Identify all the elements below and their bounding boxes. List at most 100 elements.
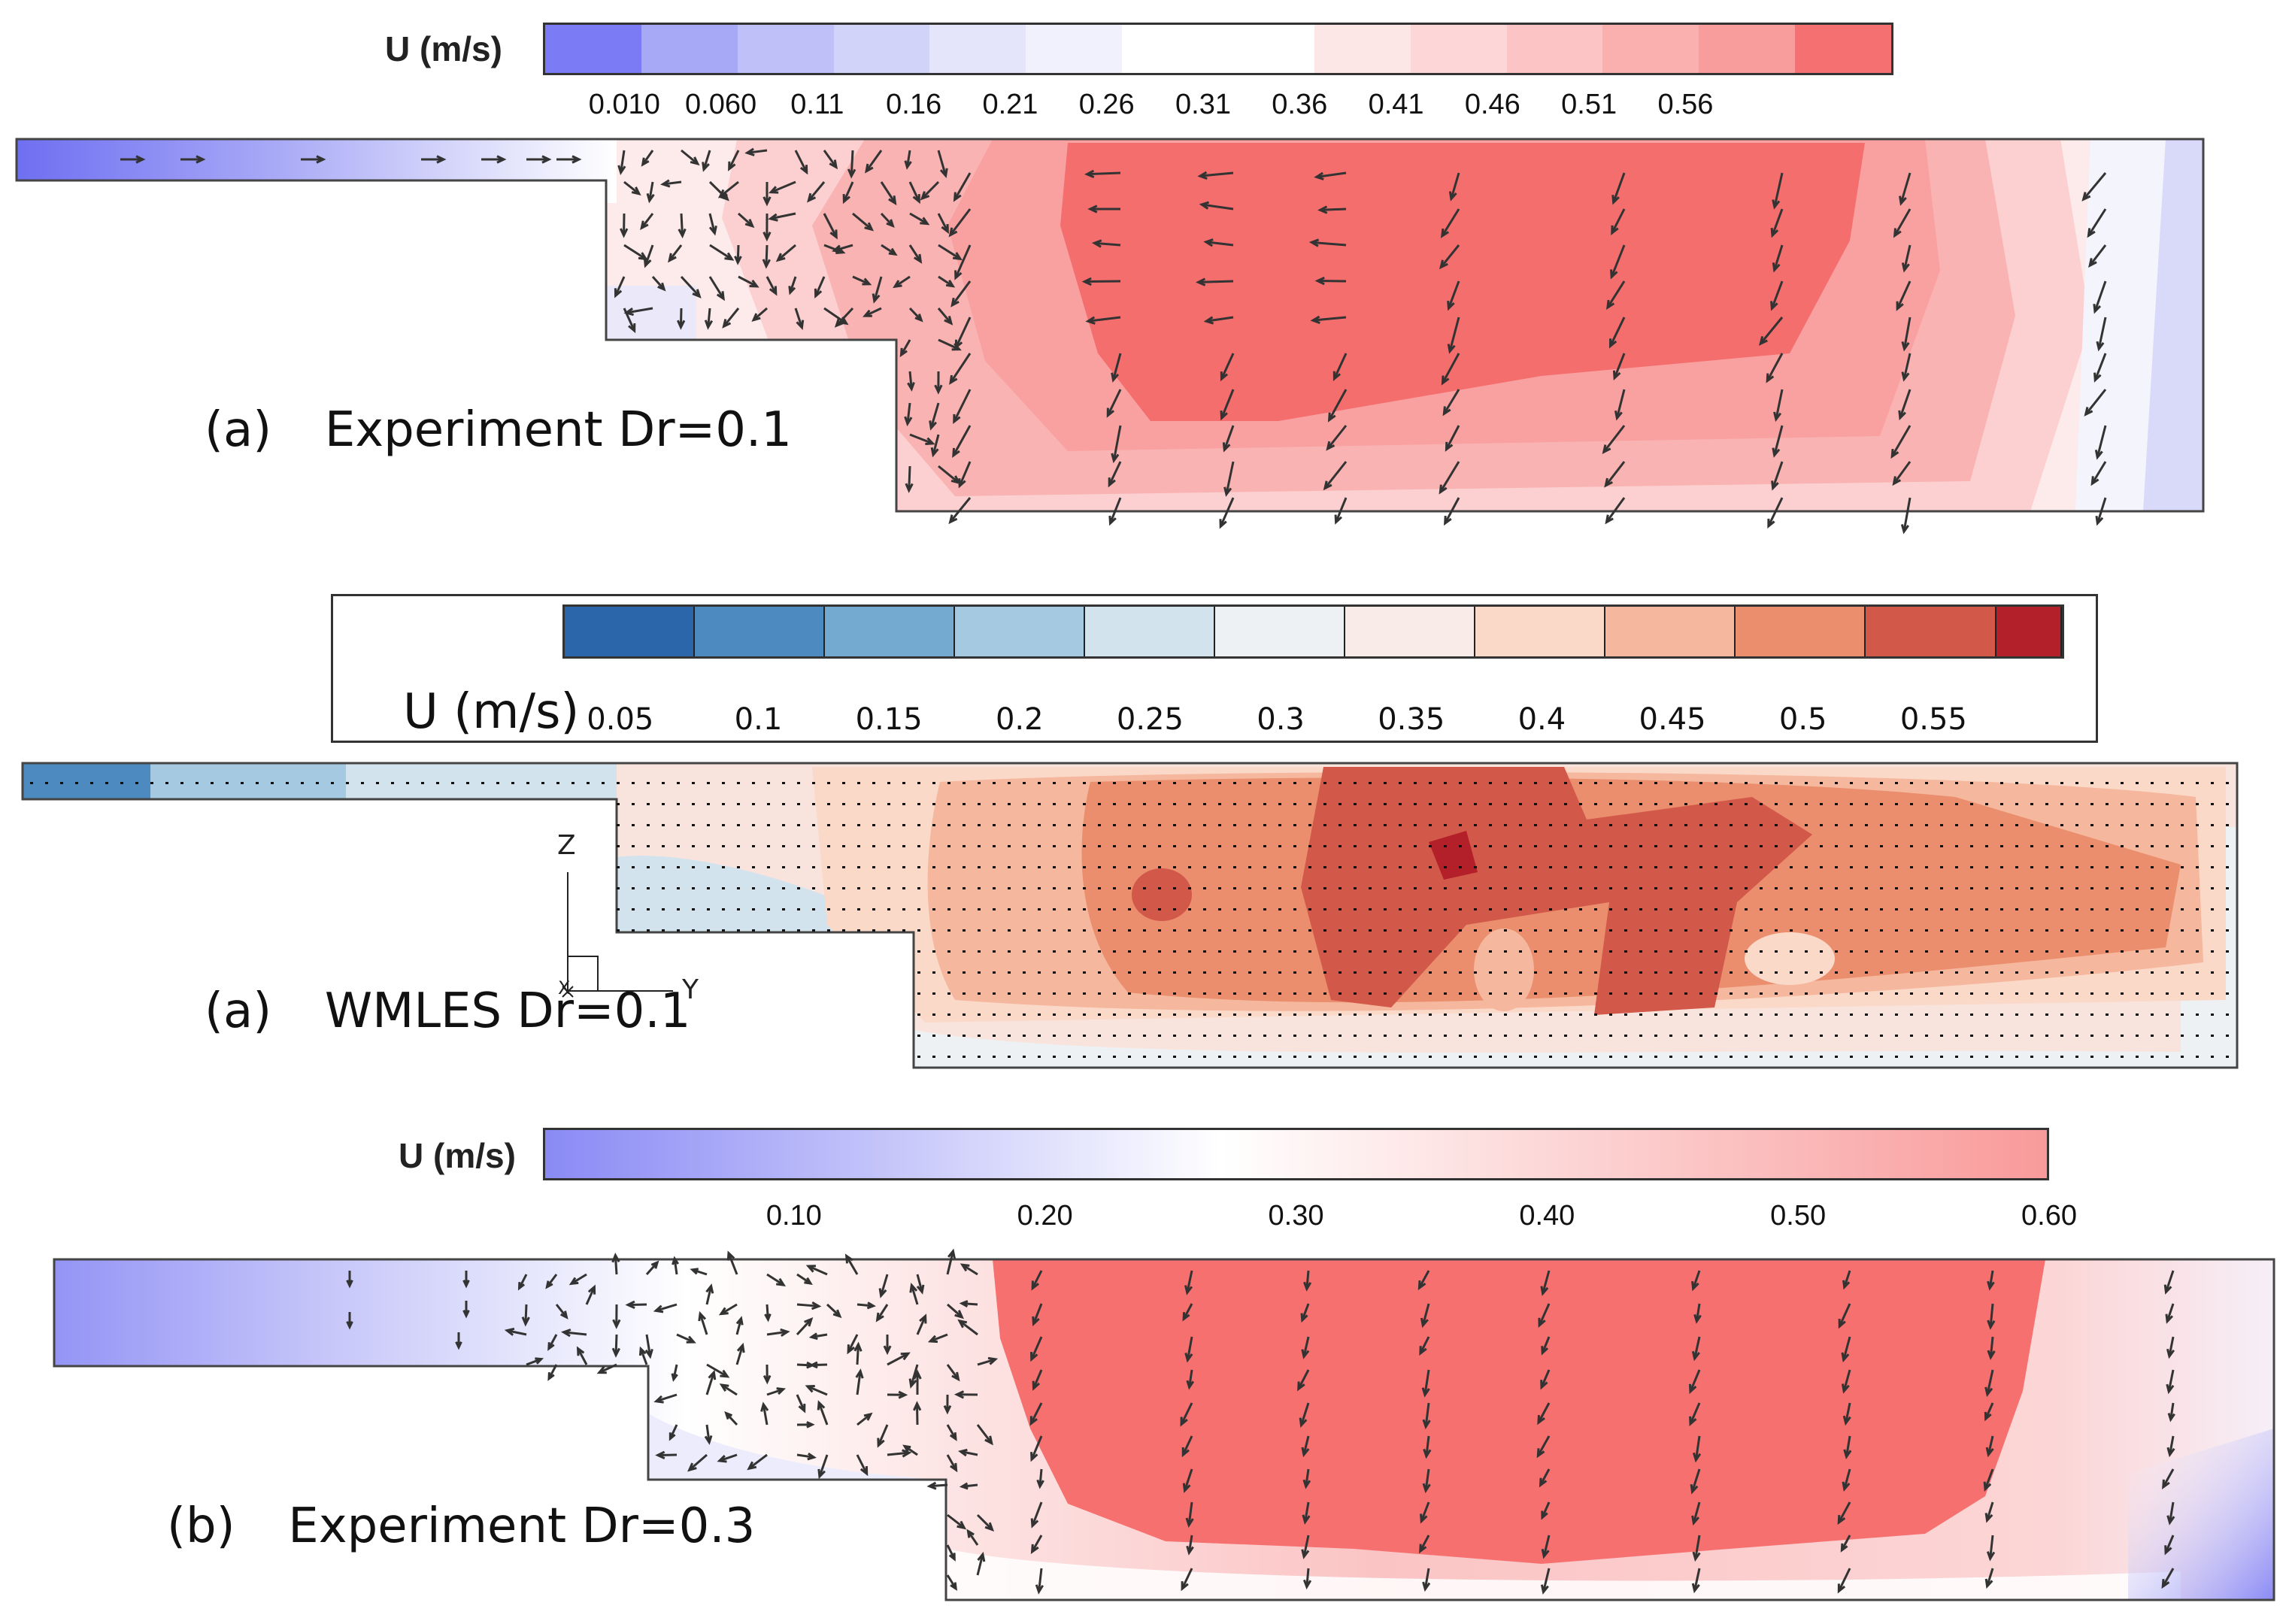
vector-dot [1850, 929, 1853, 932]
vector-dot [1173, 1056, 1176, 1058]
vector-arrow [1300, 1402, 1310, 1426]
vector-dot [1308, 971, 1311, 974]
vector-arrow [570, 1273, 587, 1285]
vector-arrow [938, 244, 961, 260]
vector-dot [857, 845, 860, 847]
vector-dot [2090, 845, 2093, 847]
vector-dot [1339, 1013, 1342, 1016]
vector-arrow-head [1422, 1483, 1431, 1494]
vector-dot [797, 782, 800, 784]
vector-dot [993, 992, 996, 995]
vector-dot [2211, 908, 2214, 910]
vector-arrow-head [1541, 1346, 1549, 1356]
vector-dot [647, 887, 650, 889]
vector-dot [1955, 971, 1958, 974]
vector-arrow-head [1984, 1386, 1993, 1398]
vector-arrow-head [829, 159, 838, 170]
vector-arrow-head [722, 319, 732, 329]
vector-arrow [817, 1402, 829, 1426]
vector-dot [1910, 845, 1913, 847]
vector-arrow [1775, 389, 1784, 420]
vector-arrow [910, 1284, 919, 1305]
vector-dot [1624, 866, 1627, 868]
vector-dot [1684, 1056, 1687, 1058]
vector-dot [2106, 1056, 2109, 1058]
vector-dot [1218, 1056, 1221, 1058]
vector-dot [1880, 845, 1883, 847]
vector-dot [978, 971, 981, 974]
vector-arrow [719, 1453, 738, 1462]
vector-dot [2030, 929, 2033, 932]
vector-dot [932, 908, 935, 910]
vector-arrow [1441, 208, 1460, 237]
vector-arrow-head [1901, 371, 1910, 382]
vector-arrow-head [1841, 1383, 1850, 1394]
vector-arrow-head [1197, 171, 1208, 180]
vector-dot [1158, 908, 1161, 910]
vector-arrow-head [1900, 524, 1909, 535]
vector-arrow [2090, 461, 2107, 485]
vector-dot [2136, 845, 2139, 847]
vector-arrow [826, 1303, 841, 1317]
vector-arrow-head [1770, 301, 1778, 311]
vector-arrow [681, 149, 699, 165]
vector-arrow-head [893, 280, 902, 289]
vector-dot [1203, 803, 1206, 805]
vector-dot [1835, 908, 1838, 910]
vector-arrow-head [2087, 228, 2096, 238]
colorbar-wmles-segment [1085, 607, 1216, 656]
vector-dot [226, 782, 229, 784]
vector-arrow [719, 180, 739, 198]
vector-dot [1880, 929, 1883, 932]
vector-dot [1865, 824, 1868, 826]
vector-dot [1068, 992, 1071, 995]
caption-a-experiment: (a) Experiment Dr=0.1 [205, 402, 792, 458]
vector-dot [617, 824, 620, 826]
vector-dot [2151, 971, 2154, 974]
vector-dot [1203, 824, 1206, 826]
vector-dot [1534, 824, 1537, 826]
vector-dot [1188, 950, 1191, 953]
vector-dot [1083, 1035, 1086, 1037]
vector-dot [1534, 782, 1537, 784]
vector-arrow [1767, 497, 1784, 527]
vector-arrow [585, 1286, 596, 1305]
vector-dot [1459, 803, 1462, 805]
vector-dot [1790, 824, 1793, 826]
vector-dot [1293, 824, 1296, 826]
vector-arrow [847, 1334, 859, 1353]
vector-arrow [1418, 1270, 1430, 1289]
vector-dot [1143, 950, 1146, 953]
vector-arrow-head [1614, 410, 1623, 421]
vector-dot [1248, 950, 1251, 953]
vector-dot [722, 824, 725, 826]
vector-dot [1925, 803, 1928, 805]
vector-arrow [766, 1388, 784, 1396]
vector-dot [2030, 992, 2033, 995]
vector-dot [1278, 1035, 1281, 1037]
vector-arrow-head [1691, 1583, 1700, 1594]
vector-dot [1820, 824, 1823, 826]
vector-arrow [856, 1303, 874, 1307]
vector-arrow-head [984, 1522, 995, 1532]
vector-dot [1444, 866, 1447, 868]
vector-dot [1263, 950, 1266, 953]
vector-dot [963, 1035, 966, 1037]
vector-arrow-head [914, 314, 923, 323]
vector-arrow-head [646, 192, 655, 204]
vector-arrow [1182, 1303, 1193, 1320]
vector-dot [1895, 824, 1898, 826]
vector-arrow-head [1332, 371, 1342, 381]
vector-dot [1293, 992, 1296, 995]
colorbar-a-segment [1218, 25, 1314, 73]
vector-arrow-head [1688, 1383, 1697, 1395]
vector-dot [2030, 824, 2033, 826]
vector-dot [1278, 971, 1281, 974]
vector-arrow-head [726, 1250, 735, 1261]
vector-dot [1203, 845, 1206, 847]
vector-dot [2060, 887, 2063, 889]
vector-arrow-head [949, 374, 958, 385]
vector-arrow-head [776, 1277, 787, 1287]
vector-dot [2015, 971, 2018, 974]
